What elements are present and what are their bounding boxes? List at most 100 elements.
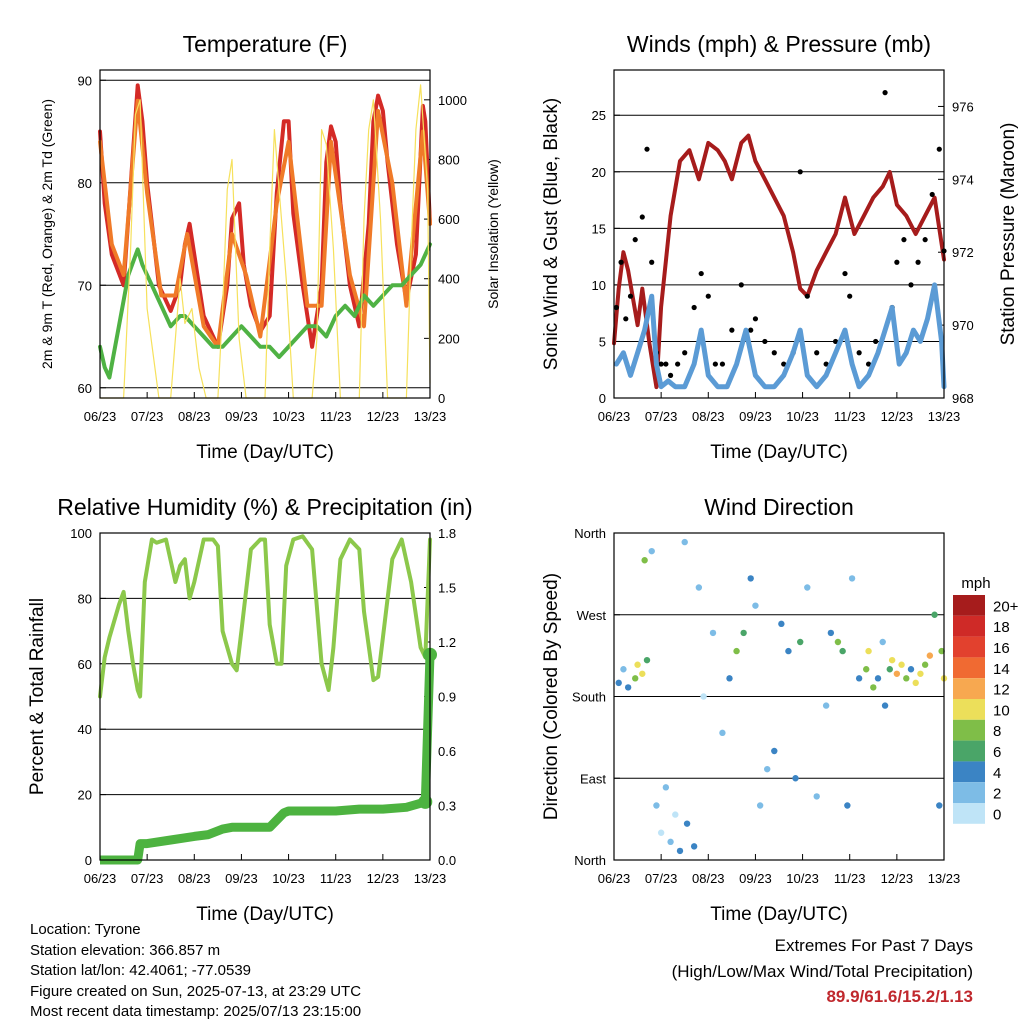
x-tick-label: 12/23 <box>881 871 914 886</box>
x-tick-label: 09/23 <box>225 871 258 886</box>
direction-point <box>643 656 651 664</box>
x-tick-label: 13/23 <box>414 871 447 886</box>
y-tick-label-right: 974 <box>952 172 974 187</box>
gust-point <box>752 316 759 322</box>
series-line-0 <box>612 133 946 390</box>
legend-label: 14 <box>993 661 1010 678</box>
x-tick-label: 08/23 <box>178 409 211 424</box>
x-tick-label: 12/23 <box>367 409 400 424</box>
x-tick-label: 13/23 <box>928 871 961 886</box>
y-tick-label: 0 <box>85 853 92 868</box>
gust-point <box>613 304 619 311</box>
legend-label: 16 <box>993 640 1010 657</box>
legend-swatch <box>953 678 985 699</box>
direction-point <box>641 557 648 564</box>
y-tick-label-right: 0.9 <box>438 690 456 705</box>
gust-point <box>865 361 872 367</box>
gust-point <box>929 191 935 198</box>
y-tick-label-right: 1.8 <box>438 526 456 541</box>
y-axis-label: Direction (Colored By Speed) <box>541 573 562 820</box>
direction-point <box>756 802 764 809</box>
direction-point <box>653 802 660 809</box>
x-tick-label: 09/23 <box>739 409 772 424</box>
precip-point <box>418 794 433 809</box>
direction-point <box>683 820 691 827</box>
y-tick-label-right: 0 <box>438 391 445 406</box>
series-line-0 <box>98 534 432 699</box>
direction-point <box>874 675 882 682</box>
gust-point <box>771 350 777 356</box>
x-axis-label: Time (Day/UTC) <box>196 904 334 925</box>
y-tick-label: 80 <box>78 591 92 606</box>
direction-point <box>827 629 835 637</box>
y-tick-label: 90 <box>78 73 92 88</box>
plot-frame <box>99 532 431 861</box>
x-tick-label: 11/23 <box>320 409 352 424</box>
direction-point <box>822 702 830 709</box>
y-tick-label: 60 <box>78 381 92 396</box>
direction-point <box>893 670 901 677</box>
extremes-values: 89.9/61.6/15.2/1.13 <box>826 987 973 1006</box>
y-tick-label-right: 0.3 <box>438 799 456 814</box>
y-tick-label-right: 800 <box>438 152 460 167</box>
direction-point <box>938 647 945 655</box>
direction-point <box>662 784 670 791</box>
y-tick-label: 40 <box>78 722 92 737</box>
y-tick-label-right: 400 <box>438 272 460 287</box>
direction-point <box>917 670 924 677</box>
gust-point <box>894 259 900 265</box>
gust-point <box>908 282 914 288</box>
gust-point <box>804 293 810 299</box>
chart-title: Wind Direction <box>704 494 854 520</box>
direction-point <box>879 638 886 646</box>
direction-point <box>672 811 679 818</box>
x-tick-label: 11/23 <box>834 409 866 424</box>
direction-point <box>676 847 684 855</box>
direction-point <box>752 602 759 609</box>
y-tick-label-right: 968 <box>952 391 974 406</box>
y-tick-label: 20 <box>592 165 606 180</box>
gust-point <box>658 361 664 367</box>
panel-temperature: Temperature (F) Time (Day/UTC) 2m & 9m T (… <box>39 31 501 463</box>
y-tick-label: 60 <box>78 657 92 672</box>
y-tick-label: 5 <box>599 334 606 349</box>
direction-point <box>709 629 717 637</box>
gust-point <box>705 293 711 299</box>
direction-point <box>681 538 688 546</box>
x-tick-label: 09/23 <box>225 409 258 424</box>
x-axis-label: Time (Day/UTC) <box>196 442 334 463</box>
x-tick-label: 10/23 <box>272 409 305 424</box>
direction-point <box>771 747 778 755</box>
direction-point <box>863 666 870 673</box>
station-elevation: Station elevation: 366.857 m <box>30 941 221 959</box>
gust-point <box>644 146 650 152</box>
x-tick-label: 07/23 <box>131 409 164 424</box>
direction-point <box>839 647 846 655</box>
gust-point <box>847 293 853 299</box>
station-latlon: Station lat/lon: 42.4061; -77.0539 <box>30 962 252 979</box>
direction-point <box>747 575 754 582</box>
y-tick-label: North <box>574 853 606 868</box>
gust-point <box>832 338 839 345</box>
figure-created: Figure created on Sun, 2025-07-13, at 23… <box>30 982 362 1000</box>
x-tick-label: 13/23 <box>414 409 447 424</box>
y-tick-label-right: 1.5 <box>438 581 456 596</box>
y-tick-label: West <box>577 608 607 623</box>
direction-point <box>733 647 740 655</box>
direction-point <box>632 675 639 682</box>
x-axis-label: Time (Day/UTC) <box>710 442 848 463</box>
gust-point <box>649 259 655 265</box>
legend-swatch <box>953 636 985 658</box>
direction-point <box>797 638 804 646</box>
x-tick-label: 08/23 <box>692 409 725 424</box>
gust-point <box>738 282 744 288</box>
x-tick-label: 06/23 <box>84 409 117 424</box>
direction-point <box>690 843 698 850</box>
y-tick-label: South <box>572 690 606 705</box>
direction-point <box>719 729 726 737</box>
x-tick-label: 11/23 <box>320 871 352 886</box>
x-tick-label: 06/23 <box>598 871 631 886</box>
gust-point <box>823 361 829 367</box>
gust-point <box>698 270 704 277</box>
chart-title: Relative Humidity (%) & Precipitation (i… <box>57 494 472 520</box>
